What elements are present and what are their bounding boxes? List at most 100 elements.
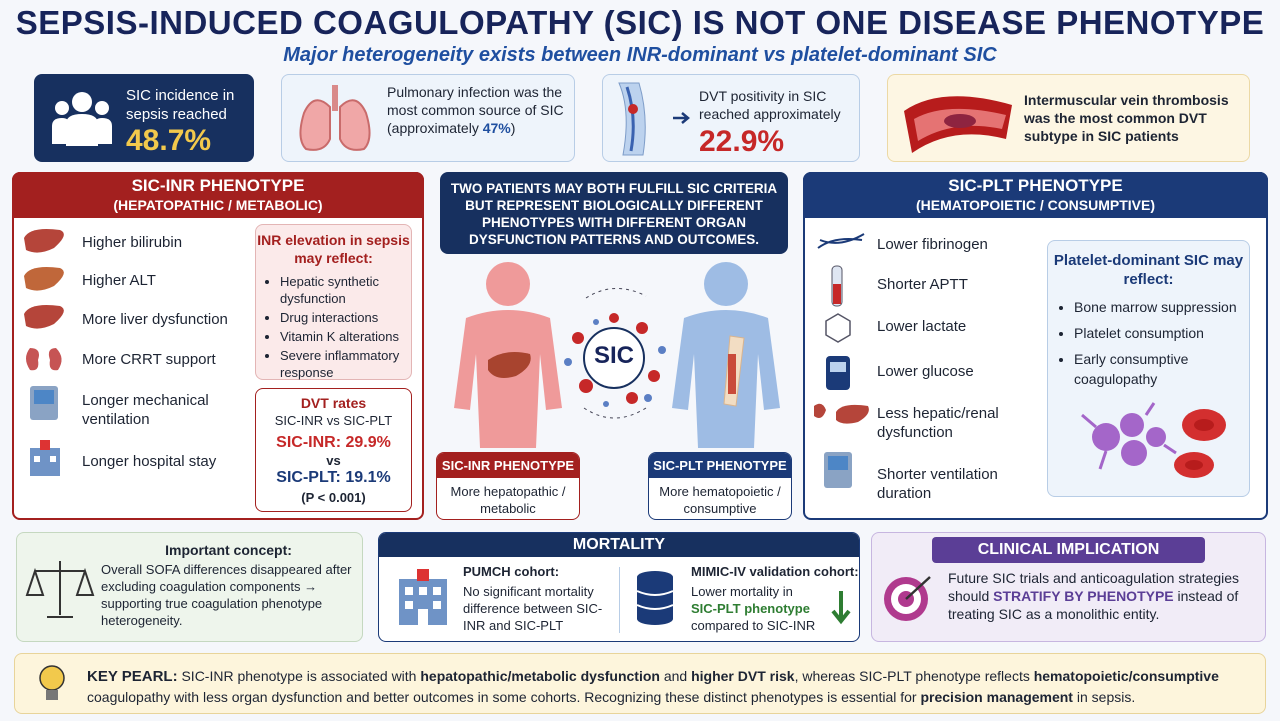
callout: TWO PATIENTS MAY BOTH FULFILL SIC CRITER…	[440, 172, 788, 254]
scale-icon	[25, 561, 95, 618]
plt-header	[803, 172, 1268, 218]
dvt-box: DVT rates SIC-INR vs SIC-PLT SIC-INR: 29…	[255, 388, 412, 512]
stat-card: DVT positivity in SIC reached approximat…	[602, 74, 860, 162]
implication-highlight: STRATIFY BY PHENOTYPE	[993, 588, 1174, 604]
stat-card: Pulmonary infection was the most common …	[281, 74, 575, 162]
cohort-text: compared to SIC-INR	[691, 618, 816, 633]
plt-item: Shorter ventilation duration	[877, 466, 998, 502]
subtitle: Major heterogeneity exists between INR-d…	[283, 44, 997, 66]
plt-label-box: SIC-PLT PHENOTYPE More hematopoietic / c…	[648, 452, 792, 520]
pearl-label: KEY PEARL:	[87, 668, 178, 685]
people-icon	[52, 92, 112, 146]
cohort-highlight: SIC-PLT phenotype	[691, 601, 810, 616]
stat-text: Intermuscular vein thrombosis was the mo…	[1024, 92, 1229, 144]
dvt-p: (P < 0.001)	[301, 490, 366, 505]
inr-item: Longer hospital stay	[82, 453, 217, 470]
platelet-illustration	[1081, 402, 1226, 478]
reflect-box: INR elevation in sepsis may reflect: Hep…	[255, 224, 412, 380]
panel-title: SIC-INR PHENOTYPE	[131, 176, 305, 195]
bullet: Bone marrow suppression	[1074, 297, 1241, 317]
implication-text: Future SIC trials and anticoagulation st…	[948, 570, 1240, 604]
inr-item: Longer mechanical ventilation	[82, 392, 209, 428]
stat-text: SIC incidence in sepsis reached	[126, 87, 235, 123]
bullet: Drug interactions	[280, 309, 405, 326]
reflect-box: Platelet-dominant SIC may reflect: Bone …	[1047, 240, 1250, 497]
plt-item: Lower glucose	[877, 363, 974, 380]
panel-subtitle: (HEPATOPATHIC / METABOLIC)	[113, 197, 323, 213]
cohort-text: Lower mortality in	[691, 584, 793, 599]
concept-title: Important concept:	[165, 542, 292, 558]
concept-box: Important concept: Overall SOFA differen…	[16, 532, 363, 642]
hospital-icon	[399, 569, 447, 625]
lungs-icon	[299, 85, 371, 151]
bullet: Hepatic synthetic dysfunction	[280, 273, 405, 307]
inr-item: Higher ALT	[82, 272, 156, 289]
pearl-text: in sepsis.	[1076, 689, 1136, 705]
pearl-text: , whereas SIC-PLT phenotype reflects	[794, 668, 1030, 684]
cohort-text: No significant mortality difference betw…	[463, 584, 603, 633]
stat-text: Pulmonary infection was the most common …	[387, 84, 564, 136]
bullet: Platelet consumption	[1074, 323, 1241, 343]
implication-title: CLINICAL IMPLICATION	[932, 537, 1205, 563]
mortality-box: MORTALITY PUMCH cohort: No significant m…	[378, 532, 860, 642]
down-arrow-icon	[831, 591, 851, 625]
label-text: More hematopoietic / consumptive	[659, 484, 781, 516]
stat-value: 48.7%	[126, 124, 212, 157]
bullet: Severe inflammatory response	[280, 347, 405, 381]
inr-icons	[24, 229, 64, 476]
pearl-highlight: hepatopathic/metabolic dysfunction	[420, 668, 660, 684]
dvt-subtitle: SIC-INR vs SIC-PLT	[274, 413, 393, 428]
leg-vein-icon	[618, 82, 646, 156]
inr-header	[12, 172, 424, 218]
implication-text: instead of treating SIC as a monolithic …	[948, 588, 1239, 622]
cohort-title: MIMIC-IV validation cohort:	[691, 564, 859, 579]
pearl-highlight: hematopoietic/consumptive	[1033, 668, 1219, 684]
cohort-title: PUMCH cohort:	[463, 564, 560, 579]
database-icon	[636, 571, 674, 625]
label-title: SIC-PLT PHENOTYPE	[649, 453, 791, 478]
inr-item: Higher bilirubin	[82, 234, 183, 251]
label-title: SIC-INR PHENOTYPE	[437, 453, 579, 478]
dvt-inr: SIC-INR: 29.9%	[276, 434, 391, 451]
dvt-title: DVT rates	[300, 395, 367, 411]
stat-card: Intermuscular vein thrombosis was the mo…	[887, 74, 1250, 162]
pearl-text: SIC-INR phenotype is associated with	[181, 668, 417, 684]
title: SEPSIS-INDUCED COAGULOPATHY (SIC) IS NOT…	[15, 4, 1265, 41]
dvt-vs: vs	[326, 453, 341, 468]
inr-item: More liver dysfunction	[82, 311, 228, 328]
mortality-title: MORTALITY	[379, 533, 859, 557]
plt-item: Less hepatic/renal dysfunction	[877, 405, 999, 441]
box-title: INR elevation in sepsis may reflect:	[257, 232, 410, 266]
pearl-highlight: higher DVT risk	[691, 668, 795, 684]
target-icon	[884, 576, 931, 621]
box-title: Platelet-dominant SIC may reflect:	[1053, 252, 1244, 288]
stat-value: 22.9%	[699, 125, 785, 158]
plt-icons	[814, 233, 869, 488]
divider	[619, 567, 620, 633]
hub-label: SIC	[593, 342, 634, 369]
plt-item: Lower fibrinogen	[877, 236, 988, 253]
inr-label-box: SIC-INR PHENOTYPE More hepatopathic / me…	[436, 452, 580, 520]
pearl-text: and	[663, 668, 688, 684]
stat-suffix: )	[510, 120, 516, 136]
plt-item: Lower lactate	[877, 318, 967, 335]
bullet: Early consumptive coagulopathy	[1074, 349, 1241, 389]
implication-box: CLINICAL IMPLICATION Future SIC trials a…	[871, 532, 1266, 642]
pearl-text: coagulopathy with less organ dysfunction…	[87, 689, 917, 705]
inr-item: More CRRT support	[82, 351, 216, 368]
stat-card: SIC incidence in sepsis reached 48.7%	[34, 74, 254, 162]
stat-text: DVT positivity in SIC reached approximat…	[699, 88, 841, 122]
panel-subtitle: (HEMATOPOIETIC / CONSUMPTIVE)	[915, 197, 1156, 213]
dvt-plt: SIC-PLT: 19.1%	[276, 469, 391, 486]
pearl-highlight: precision management	[920, 689, 1073, 705]
plt-item: Shorter APTT	[877, 276, 968, 293]
concept-text: Overall SOFA differences disappeared aft…	[101, 562, 352, 628]
stat-value: 47%	[482, 120, 511, 136]
vein-thrombus-icon	[904, 96, 1012, 153]
bulb-icon	[39, 665, 65, 700]
label-text: More hepatopathic / metabolic	[450, 484, 566, 516]
pearl-box: KEY PEARL: SIC-INR phenotype is associat…	[14, 653, 1266, 714]
panel-title: SIC-PLT PHENOTYPE	[948, 176, 1123, 195]
patients-illustration	[454, 262, 780, 448]
